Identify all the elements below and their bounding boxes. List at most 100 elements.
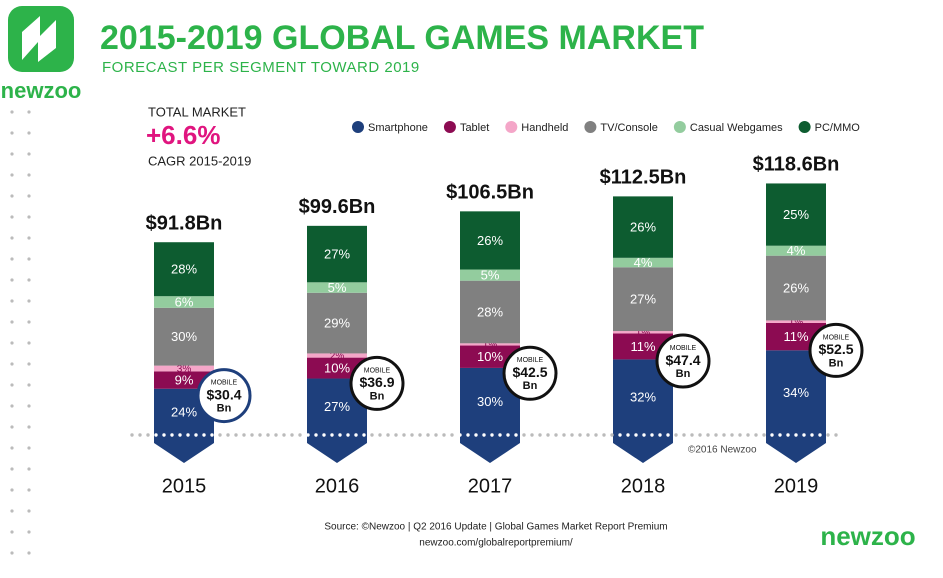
decor-dot bbox=[27, 194, 31, 198]
segment-label: 2% bbox=[330, 351, 345, 362]
baseline-dot bbox=[626, 433, 630, 437]
mobile-value: $36.9 bbox=[359, 374, 394, 390]
mobile-value: $42.5 bbox=[512, 364, 547, 380]
baseline-dot bbox=[674, 433, 678, 437]
decor-dot bbox=[27, 299, 31, 303]
legend-swatch bbox=[443, 121, 456, 133]
mobile-value: $47.4 bbox=[665, 352, 700, 368]
decor-dot bbox=[10, 425, 14, 429]
x-tick-label: 2016 bbox=[315, 475, 360, 497]
segment-label: 4% bbox=[634, 255, 653, 270]
mobile-bubble bbox=[502, 345, 558, 401]
decor-dot bbox=[10, 509, 14, 513]
baseline-dot bbox=[466, 433, 470, 437]
baseline-dot bbox=[458, 433, 462, 437]
copyright: ©2016 Newzoo bbox=[688, 445, 757, 456]
baseline-dot bbox=[282, 433, 286, 437]
baseline-dot bbox=[314, 433, 318, 437]
baseline-dot bbox=[434, 433, 438, 437]
segment-label: 1% bbox=[636, 328, 651, 339]
segment-label: 28% bbox=[171, 262, 197, 277]
legend-label: Handheld bbox=[521, 122, 568, 134]
baseline-dot bbox=[746, 433, 750, 437]
bar-arrow bbox=[766, 435, 826, 463]
decor-dot bbox=[27, 152, 31, 156]
segment-label: 10% bbox=[477, 349, 503, 364]
baseline-dot bbox=[170, 433, 174, 437]
bar-segment bbox=[460, 280, 520, 344]
baseline-dot bbox=[450, 433, 454, 437]
baseline-dot bbox=[178, 433, 182, 437]
baseline-dot bbox=[266, 433, 270, 437]
segment-label: 11% bbox=[783, 329, 808, 344]
mobile-label: MOBILE bbox=[517, 357, 544, 364]
bar-segment bbox=[613, 331, 673, 334]
baseline-dot bbox=[546, 433, 550, 437]
footer-logo: newzoo bbox=[820, 521, 915, 551]
bar-segment bbox=[460, 211, 520, 270]
baseline-dot bbox=[490, 433, 494, 437]
baseline-dot bbox=[682, 433, 686, 437]
callout-label: TOTAL MARKET bbox=[148, 104, 246, 119]
segment-label: 10% bbox=[324, 361, 350, 376]
segment-label: 5% bbox=[328, 280, 347, 295]
legend-swatch bbox=[673, 121, 686, 133]
baseline-dot bbox=[290, 433, 294, 437]
decor-dot bbox=[27, 551, 31, 555]
segment-label: 5% bbox=[481, 268, 500, 283]
baseline-dot bbox=[650, 433, 654, 437]
decor-dot bbox=[27, 257, 31, 261]
baseline-dot bbox=[242, 433, 246, 437]
total-label: $91.8Bn bbox=[146, 213, 223, 235]
baseline-dot bbox=[706, 433, 710, 437]
mobile-bubble bbox=[349, 355, 405, 411]
mobile-value: $30.4 bbox=[206, 386, 241, 402]
baseline-dot bbox=[474, 433, 478, 437]
baseline-dot bbox=[562, 433, 566, 437]
baseline-dot bbox=[762, 433, 766, 437]
mobile-value: $52.5 bbox=[818, 341, 853, 357]
segment-label: 24% bbox=[171, 404, 197, 419]
logo-mark bbox=[8, 6, 74, 72]
bar-segment bbox=[154, 307, 214, 366]
decor-dot bbox=[10, 257, 14, 261]
source-url: newzoo.com/globalreportpremium/ bbox=[419, 538, 573, 549]
baseline-dot bbox=[354, 433, 358, 437]
decor-dot bbox=[27, 215, 31, 219]
baseline-dot bbox=[498, 433, 502, 437]
baseline-dot bbox=[786, 433, 790, 437]
bar-segment bbox=[154, 296, 214, 308]
mobile-bubble bbox=[808, 322, 864, 378]
bar-segment bbox=[766, 183, 826, 246]
decor-dot bbox=[27, 131, 31, 135]
mobile-label: MOBILE bbox=[823, 334, 850, 341]
bar-segment bbox=[766, 320, 826, 323]
segment-label: 30% bbox=[171, 329, 197, 344]
baseline-dot bbox=[530, 433, 534, 437]
source: Source: ©Newzoo | Q2 2016 Update | Globa… bbox=[324, 522, 667, 533]
baseline-dot bbox=[594, 433, 598, 437]
baseline-dot bbox=[658, 433, 662, 437]
bar-segment bbox=[154, 365, 214, 372]
baseline-dot bbox=[698, 433, 702, 437]
baseline-dot bbox=[538, 433, 542, 437]
decor-dot bbox=[10, 278, 14, 282]
baseline-dot bbox=[722, 433, 726, 437]
baseline-dot bbox=[162, 433, 166, 437]
legend-swatch bbox=[505, 121, 518, 133]
baseline-dot bbox=[274, 433, 278, 437]
baseline-dot bbox=[818, 433, 822, 437]
baseline-dot bbox=[570, 433, 574, 437]
logo-glyph bbox=[22, 16, 56, 62]
decor-dot bbox=[27, 425, 31, 429]
x-tick-label: 2015 bbox=[162, 475, 207, 497]
decor-dot bbox=[10, 383, 14, 387]
segment-label: 25% bbox=[783, 207, 809, 222]
baseline-dot bbox=[610, 433, 614, 437]
chart-title: 2015-2019 GLOBAL GAMES MARKET bbox=[100, 19, 704, 57]
mobile-label: MOBILE bbox=[670, 345, 697, 352]
mobile-unit: Bn bbox=[523, 380, 538, 392]
baseline-dot bbox=[402, 433, 406, 437]
callout-note: CAGR 2015-2019 bbox=[148, 153, 251, 168]
segment-label: 30% bbox=[477, 394, 503, 409]
